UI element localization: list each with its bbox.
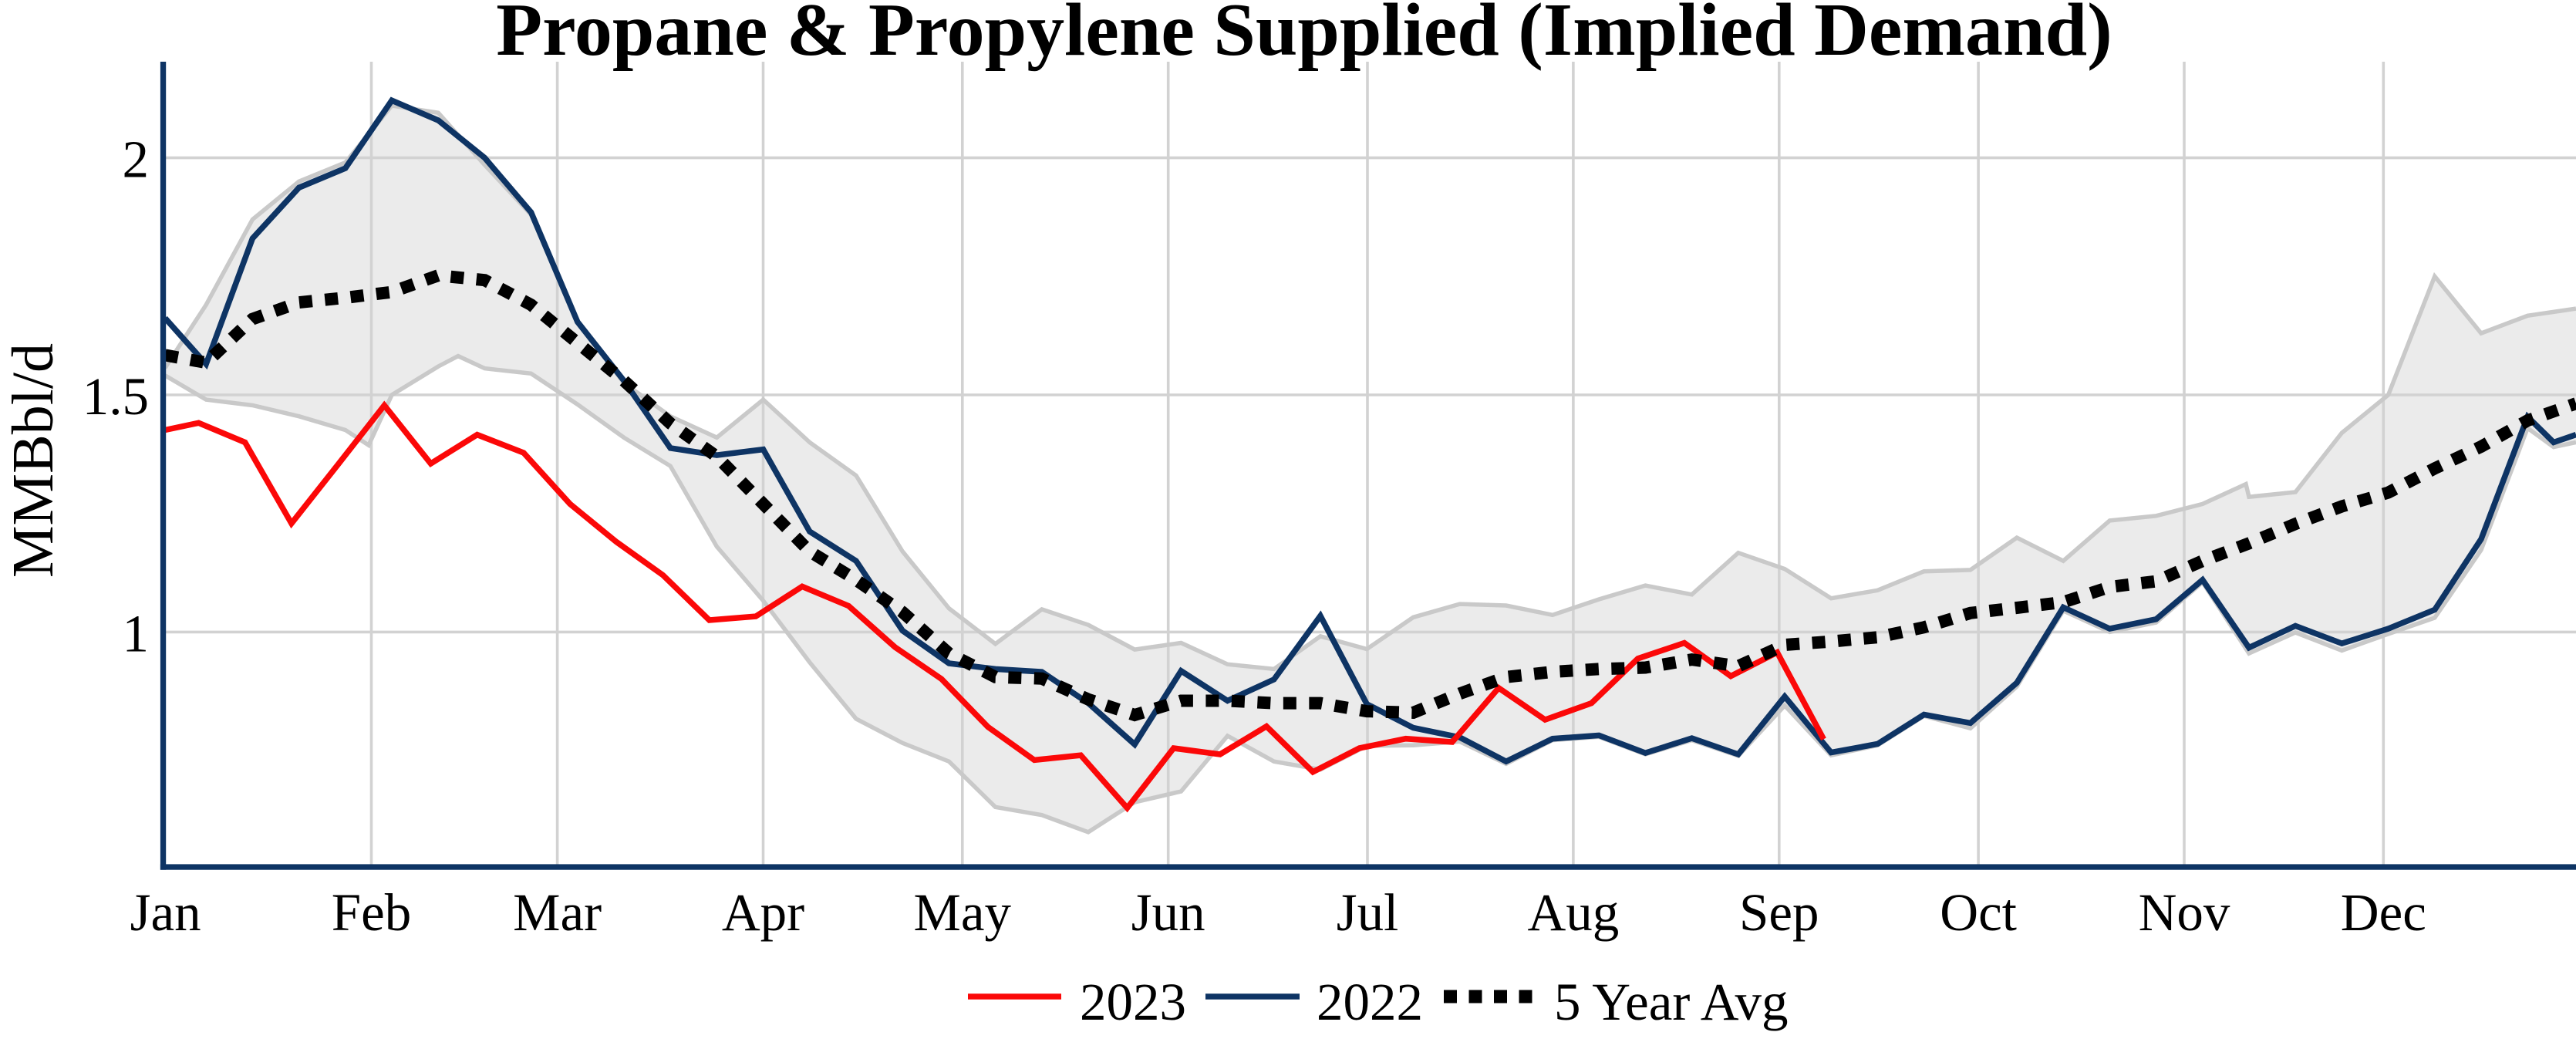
svg-text:1: 1	[123, 604, 150, 663]
svg-text:2: 2	[123, 130, 150, 189]
svg-text:Jan: Jan	[130, 883, 201, 942]
svg-text:2022: 2022	[1317, 973, 1423, 1031]
svg-text:Apr: Apr	[722, 883, 804, 942]
svg-text:5 Year Avg: 5 Year Avg	[1554, 973, 1789, 1031]
svg-text:Mar: Mar	[513, 883, 602, 942]
svg-text:Jun: Jun	[1131, 883, 1205, 942]
svg-text:Dec: Dec	[2341, 883, 2426, 942]
svg-text:Oct: Oct	[1940, 883, 2017, 942]
svg-text:MMBbl/d: MMBbl/d	[1, 343, 66, 578]
svg-text:1.5: 1.5	[83, 367, 149, 426]
svg-text:Nov: Nov	[2139, 883, 2230, 942]
svg-text:Jul: Jul	[1337, 883, 1399, 942]
svg-text:May: May	[914, 883, 1012, 942]
svg-text:Propane & Propylene Supplied (: Propane & Propylene Supplied (Implied De…	[496, 0, 2112, 72]
svg-text:Feb: Feb	[332, 883, 412, 942]
svg-text:Aug: Aug	[1527, 883, 1619, 942]
svg-text:2023: 2023	[1080, 973, 1186, 1031]
svg-text:Sep: Sep	[1739, 883, 1819, 942]
